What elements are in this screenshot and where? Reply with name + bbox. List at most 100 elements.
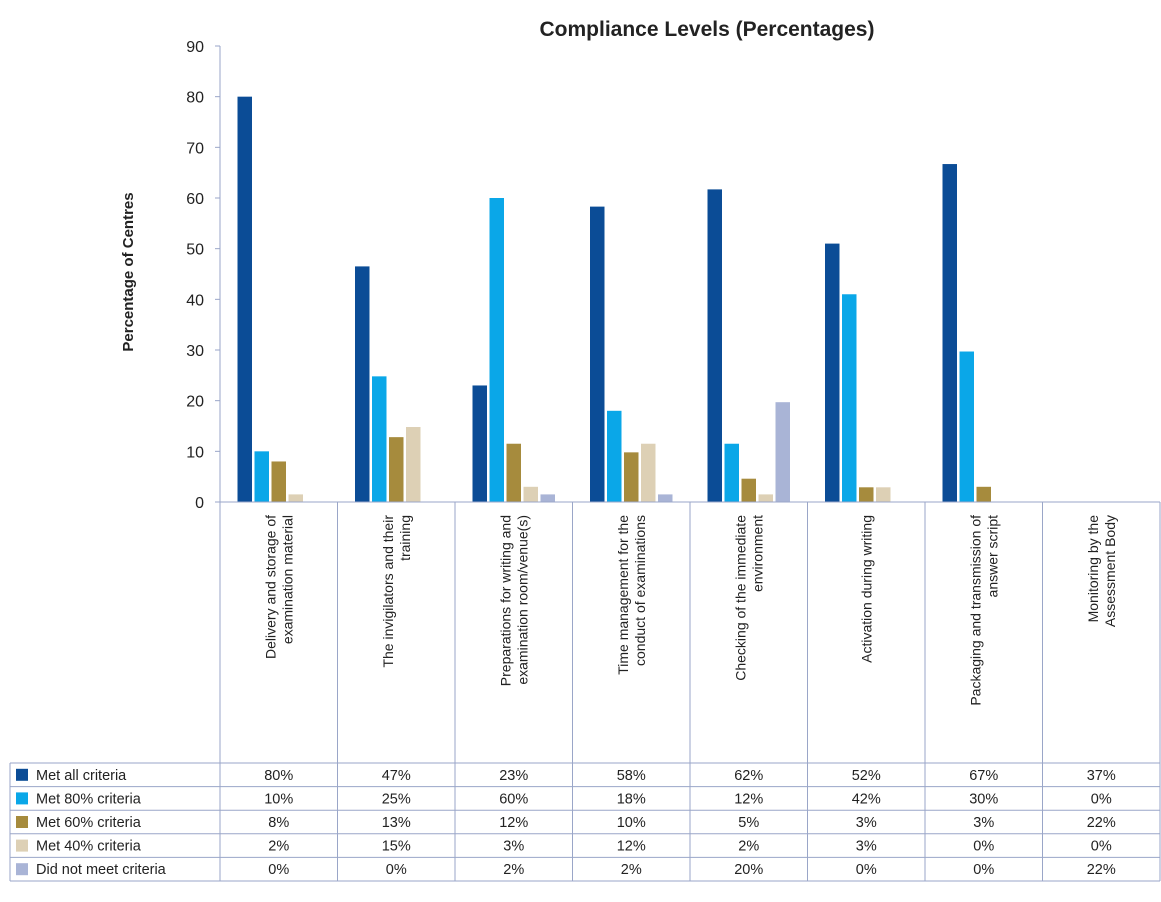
x-tick-label: Monitoring by the Assessment Body (1085, 515, 1118, 627)
bar (355, 266, 370, 502)
table-cell: 3% (973, 815, 994, 831)
x-tick-label: Packaging and transmission of answer scri… (967, 515, 1000, 706)
bar (372, 376, 387, 502)
table-cell: 62% (734, 768, 763, 784)
table-cell: 0% (973, 862, 994, 878)
legend-label: Did not meet criteria (36, 862, 167, 878)
bar (707, 189, 722, 503)
legend-swatch (16, 839, 28, 852)
table-cell: 47% (382, 768, 411, 784)
table-cell: 0% (856, 862, 877, 878)
bar (741, 478, 756, 502)
table-cell: 30% (969, 791, 998, 807)
legend-row: Met all criteria 80% 47% 23% 58% 62% 52% 67% 37% (16, 768, 1116, 784)
x-tick-label-line: environment (749, 515, 765, 592)
y-tick-label: 30 (186, 343, 204, 360)
x-tick-label: Time management for the conduct of examin… (615, 515, 648, 675)
y-tick-label: 50 (186, 242, 204, 259)
table-cell: 2% (503, 862, 524, 878)
table-cell: 0% (1091, 791, 1112, 807)
x-tick-label-line: Checking of the immediate (732, 515, 748, 681)
bar (288, 494, 303, 502)
bar (590, 206, 605, 502)
table-cell: 3% (856, 839, 877, 855)
bar (842, 294, 857, 502)
table-cell: 12% (617, 839, 646, 855)
bar (271, 461, 286, 502)
bar (254, 451, 269, 502)
bar (523, 486, 538, 502)
y-tick-label: 0 (195, 495, 204, 512)
bar (942, 164, 957, 502)
table-cell: 0% (386, 862, 407, 878)
x-tick-label-line: Monitoring by the (1085, 515, 1101, 623)
x-tick-label-line: Preparations for writing and (497, 515, 513, 686)
legend-label: Met all criteria (36, 768, 127, 784)
y-tick-label: 60 (186, 191, 204, 208)
x-tick-label-line: Packaging and transmission of (967, 515, 983, 706)
table-cell: 10% (617, 815, 646, 831)
x-tick-label-line: The invigilators and their (380, 515, 396, 668)
bar (607, 410, 622, 502)
x-tick-label: The invigilators and their training (380, 515, 413, 668)
bar (237, 96, 252, 503)
x-tick-label-line: answer script (984, 515, 1000, 598)
x-tick-label: Activation during writing (858, 515, 874, 663)
y-tick-label: 90 (186, 39, 204, 56)
y-tick-label: 10 (186, 444, 204, 461)
bar (540, 494, 555, 502)
table-cell: 52% (852, 768, 881, 784)
x-tick-label: Checking of the immediate environment (732, 515, 765, 681)
chart-title: Compliance Levels (Percentages) (540, 18, 875, 41)
table-cell: 22% (1087, 862, 1116, 878)
table-cell: 42% (852, 791, 881, 807)
bar (825, 243, 840, 502)
legend-swatch (16, 816, 28, 828)
table-cell: 60% (499, 791, 528, 807)
table-cell: 18% (617, 791, 646, 807)
table-cell: 3% (856, 815, 877, 831)
table-cell: 5% (738, 815, 759, 831)
legend-label: Met 40% criteria (36, 839, 142, 855)
x-tick-label-line: Assessment Body (1102, 515, 1118, 627)
plot-area (237, 96, 991, 503)
bar (489, 198, 504, 502)
table-cell: 0% (1091, 839, 1112, 855)
x-tick-label: Preparations for writing and examination … (497, 515, 530, 686)
bar (976, 486, 991, 502)
x-tick-label-line: training (397, 515, 413, 561)
table-cell: 20% (734, 862, 763, 878)
y-tick-label: 40 (186, 292, 204, 309)
bar (472, 385, 487, 502)
table-cell: 37% (1087, 768, 1116, 784)
bar (859, 487, 874, 502)
table-cell: 3% (503, 839, 524, 855)
bar (389, 437, 404, 502)
legend-swatch (16, 863, 28, 876)
table-cell: 22% (1087, 815, 1116, 831)
table-cell: 0% (268, 862, 289, 878)
table-cell: 0% (973, 839, 994, 855)
table-cell: 2% (738, 839, 759, 855)
table-cell: 25% (382, 791, 411, 807)
bar (641, 443, 656, 502)
table-cell: 58% (617, 768, 646, 784)
bar (624, 452, 639, 502)
bar (959, 351, 974, 502)
bar (406, 427, 421, 502)
y-tick-label: 80 (186, 90, 204, 107)
legend-label: Met 60% criteria (36, 815, 142, 831)
bar (758, 494, 773, 502)
legend-row: Did not meet criteria 0% 0% 2% 2% 20% 0% 0% 22% (16, 862, 1116, 878)
bar (506, 443, 521, 502)
x-tick-label-line: examination material (279, 515, 295, 644)
legend-label: Met 80% criteria (36, 791, 142, 807)
y-axis-label: Percentage of Centres (120, 192, 137, 351)
legend-swatch (16, 792, 28, 805)
x-tick-label-line: examination room/venue(s) (514, 515, 530, 685)
legend-swatch (16, 768, 28, 781)
bar (775, 402, 790, 502)
y-tick-label: 20 (186, 394, 204, 411)
